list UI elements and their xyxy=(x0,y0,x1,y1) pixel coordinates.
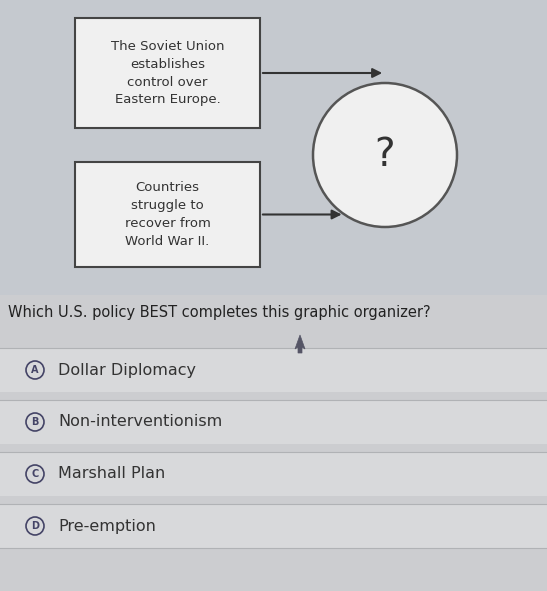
Text: Countries
struggle to
recover from
World War II.: Countries struggle to recover from World… xyxy=(125,181,211,248)
Bar xyxy=(0,504,547,548)
Circle shape xyxy=(313,83,457,227)
Text: Dollar Diplomacy: Dollar Diplomacy xyxy=(58,362,196,378)
Bar xyxy=(0,452,547,496)
Bar xyxy=(0,348,547,392)
Bar xyxy=(0,295,547,591)
Text: Which U.S. policy BEST completes this graphic organizer?: Which U.S. policy BEST completes this gr… xyxy=(8,305,430,320)
Bar xyxy=(0,0,547,295)
Bar xyxy=(0,400,547,444)
Text: Pre-emption: Pre-emption xyxy=(58,518,156,534)
Bar xyxy=(75,18,260,128)
Text: A: A xyxy=(31,365,39,375)
Text: B: B xyxy=(31,417,39,427)
Text: D: D xyxy=(31,521,39,531)
Bar xyxy=(75,162,260,267)
Text: Marshall Plan: Marshall Plan xyxy=(58,466,165,482)
Text: Non-interventionism: Non-interventionism xyxy=(58,414,222,430)
Text: The Soviet Union
establishes
control over
Eastern Europe.: The Soviet Union establishes control ove… xyxy=(110,40,224,106)
Polygon shape xyxy=(295,335,305,353)
Text: ?: ? xyxy=(375,136,395,174)
Text: C: C xyxy=(31,469,39,479)
